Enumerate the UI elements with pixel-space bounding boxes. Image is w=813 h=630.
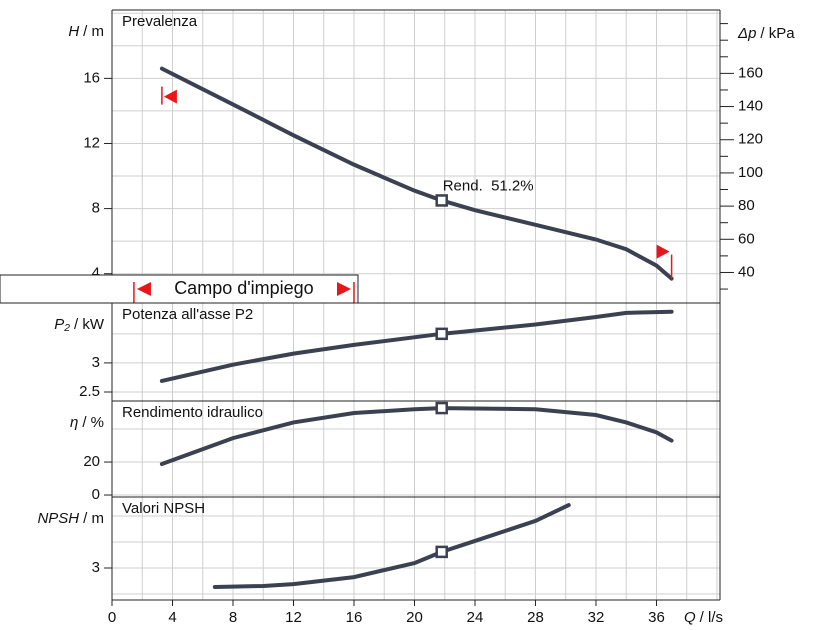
x-tick-label: 32: [588, 609, 605, 626]
x-tick-label: 28: [527, 609, 544, 626]
y2-tick-label: 100: [738, 164, 763, 181]
panel-title: Rendimento idraulico: [122, 404, 263, 421]
x-tick-label: 4: [168, 609, 176, 626]
x-axis-label: Q / l/s: [684, 609, 723, 626]
x-tick-label: 12: [285, 609, 302, 626]
operating-point: [435, 545, 448, 559]
y-axis-label-unit: / m: [83, 510, 104, 527]
y2-tick-label: 60: [738, 230, 755, 247]
y-tick-label: 3: [92, 559, 100, 576]
y-axis-label-unit: / %: [82, 414, 104, 431]
curve: [159, 66, 674, 281]
panel-title: Potenza all'asse P2: [122, 306, 253, 323]
range-box: [0, 274, 359, 304]
range-arrow: [336, 282, 351, 296]
panel-title: Prevalenza: [122, 13, 198, 30]
y-tick-label: 20: [83, 453, 100, 470]
operating-point-label: Rend. 51.2%: [443, 177, 534, 194]
y-tick-label: 0: [92, 486, 100, 503]
panel-title: Valori NPSH: [122, 500, 205, 517]
y2-axis-label: Δp / kPa: [737, 25, 795, 42]
x-axis-label-unit: / l/s: [700, 609, 723, 626]
y2-tick-label: 120: [738, 131, 763, 148]
y-axis-label-symbol: H: [68, 23, 79, 40]
y-axis-label-symbol: NPSH: [37, 510, 79, 527]
y-axis-label: η / %: [70, 414, 104, 431]
y-axis-label: P₂ / kW: [54, 316, 105, 333]
y-tick-label: 8: [92, 200, 100, 217]
y-tick-label: 3: [92, 354, 100, 371]
y-axis-label: H / m: [68, 23, 104, 40]
y2-axis-label-symbol: Δp: [737, 25, 756, 42]
y-axis-label: NPSH / m: [37, 510, 104, 527]
y-tick-label: 16: [83, 69, 100, 86]
y2-tick-label: 160: [738, 64, 763, 81]
y-axis-label-symbol: P₂: [54, 316, 70, 333]
y2-tick-label: 140: [738, 98, 763, 115]
limit-flag-arrow: [163, 89, 177, 104]
curve: [212, 503, 571, 589]
y2-tick-label: 40: [738, 263, 755, 280]
x-tick-label: 20: [406, 609, 423, 626]
limit-flag-arrow: [656, 244, 670, 259]
x-tick-label: 0: [108, 609, 116, 626]
y-axis-label-unit: / m: [83, 23, 104, 40]
y-tick-label: 4: [92, 265, 100, 282]
range-label: Campo d'impiego: [174, 278, 314, 298]
x-tick-label: 24: [467, 609, 484, 626]
operating-point: [435, 194, 448, 207]
range-arrow: [136, 282, 151, 296]
y-axis-label-unit: / kW: [74, 316, 105, 333]
x-tick-label: 16: [346, 609, 363, 626]
y2-tick-label: 80: [738, 197, 755, 214]
x-tick-label: 8: [229, 609, 237, 626]
y-axis-label-symbol: η: [70, 414, 78, 431]
y2-axis-label-unit: / kPa: [760, 25, 795, 42]
x-axis-label-symbol: Q: [684, 609, 696, 626]
operating-point: [435, 327, 448, 341]
y-tick-label: 12: [83, 134, 100, 151]
operating-point: [435, 401, 448, 415]
y-tick-label: 2.5: [79, 383, 100, 400]
x-tick-label: 36: [648, 609, 665, 626]
